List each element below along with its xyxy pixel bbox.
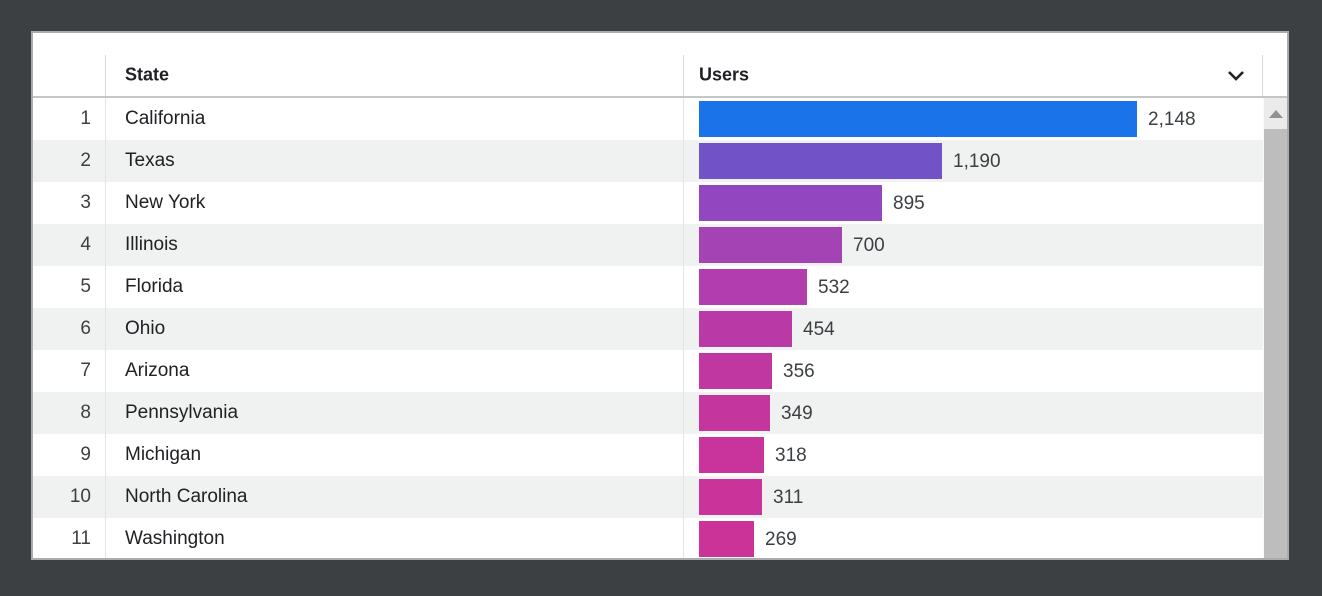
- row-state: Michigan: [125, 444, 202, 465]
- analytics-table-card: State Users 1 California 2,148 2 Texas 1…: [31, 31, 1289, 560]
- table-row[interactable]: 5 Florida 532: [33, 266, 1287, 308]
- scroll-up-button[interactable]: [1264, 98, 1287, 129]
- header-divider-users: [683, 55, 684, 96]
- users-value: 318: [775, 445, 807, 466]
- row-state: North Carolina: [125, 486, 248, 507]
- row-state: Arizona: [125, 360, 190, 381]
- users-value: 269: [765, 529, 797, 550]
- row-rank: 7: [80, 360, 91, 381]
- row-rank: 9: [80, 444, 91, 465]
- users-bar: [699, 101, 1137, 137]
- row-rank: 6: [80, 318, 91, 339]
- row-state: Florida: [125, 276, 184, 297]
- row-rank: 10: [69, 486, 91, 507]
- table-row[interactable]: 2 Texas 1,190: [33, 140, 1287, 182]
- users-value: 356: [783, 361, 815, 382]
- users-bar: [699, 479, 762, 515]
- users-bar: [699, 353, 772, 389]
- table-row[interactable]: 9 Michigan 318: [33, 434, 1287, 476]
- row-state: Ohio: [125, 318, 166, 339]
- row-rank: 11: [71, 528, 91, 549]
- header-divider-right: [1262, 55, 1263, 96]
- table-row[interactable]: 11 Washington 269: [33, 518, 1287, 558]
- users-bar: [699, 395, 770, 431]
- users-bar: [699, 185, 882, 221]
- scrollbar-thumb[interactable]: [1264, 129, 1287, 558]
- table-body: 1 California 2,148 2 Texas 1,190 3 New Y…: [33, 98, 1287, 558]
- table-row[interactable]: 7 Arizona 356: [33, 350, 1287, 392]
- header-divider-rank: [105, 55, 106, 96]
- table-row[interactable]: 8 Pennsylvania 349: [33, 392, 1287, 434]
- row-state: Washington: [125, 528, 225, 549]
- users-value: 311: [773, 487, 804, 508]
- users-bar: [699, 269, 807, 305]
- row-rank: 8: [80, 402, 91, 423]
- row-rank: 5: [80, 276, 91, 297]
- users-value: 532: [818, 277, 850, 298]
- row-rank: 3: [80, 192, 91, 213]
- column-header-state[interactable]: State: [125, 64, 170, 85]
- users-bar: [699, 227, 842, 263]
- table-row[interactable]: 4 Illinois 700: [33, 224, 1287, 266]
- users-value: 454: [803, 319, 835, 340]
- users-bar: [699, 521, 754, 557]
- vertical-scrollbar: [1263, 98, 1287, 558]
- users-bar: [699, 143, 942, 179]
- users-value: 895: [893, 193, 925, 214]
- row-rank: 1: [80, 108, 91, 129]
- row-rank: 2: [80, 150, 91, 171]
- scroll-up-arrow-icon: [1269, 109, 1283, 118]
- users-bar: [699, 437, 764, 473]
- users-bar: [699, 311, 792, 347]
- row-state: New York: [125, 192, 206, 213]
- column-header-users[interactable]: Users: [699, 64, 750, 85]
- row-state: California: [125, 108, 206, 129]
- table-row[interactable]: 3 New York 895: [33, 182, 1287, 224]
- table-row[interactable]: 1 California 2,148: [33, 98, 1287, 140]
- table-row[interactable]: 6 Ohio 454: [33, 308, 1287, 350]
- users-value: 349: [781, 403, 813, 424]
- row-state: Illinois: [125, 234, 178, 255]
- users-value: 700: [853, 235, 885, 256]
- table-row[interactable]: 10 North Carolina 311: [33, 476, 1287, 518]
- row-state: Texas: [125, 150, 175, 171]
- row-rank: 4: [80, 234, 91, 255]
- users-value: 1,190: [953, 151, 1001, 172]
- users-value: 2,148: [1148, 109, 1196, 130]
- rows-list: 1 California 2,148 2 Texas 1,190 3 New Y…: [33, 98, 1287, 558]
- row-state: Pennsylvania: [125, 402, 239, 423]
- table-header: State Users: [33, 33, 1287, 98]
- chevron-down-icon[interactable]: [1224, 63, 1248, 87]
